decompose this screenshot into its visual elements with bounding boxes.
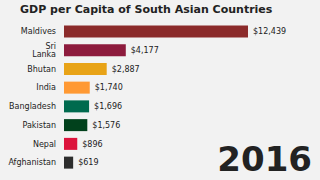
svg-text:$4,177: $4,177: [131, 46, 159, 55]
svg-text:Afghanistan: Afghanistan: [8, 158, 56, 167]
svg-text:$619: $619: [78, 158, 98, 167]
html-text:2016: 2016: [217, 139, 312, 179]
svg-text:$896: $896: [82, 140, 102, 149]
html-text:GDP per Capita of South Asian: GDP per Capita of South Asian Countries: [20, 3, 273, 16]
svg-text:$1,696: $1,696: [94, 102, 122, 111]
svg-text:Maldives: Maldives: [21, 27, 56, 36]
svg-text:Nepal: Nepal: [33, 140, 56, 149]
svg-text:$12,439: $12,439: [253, 27, 286, 36]
svg-text:SriLanka: SriLanka: [32, 42, 56, 59]
svg-text:India: India: [36, 83, 56, 92]
svg-text:Pakistan: Pakistan: [23, 121, 57, 130]
svg-text:$2,887: $2,887: [112, 65, 140, 74]
svg-text:$1,740: $1,740: [95, 83, 123, 92]
svg-text:Bhutan: Bhutan: [27, 65, 56, 74]
svg-text:$1,576: $1,576: [92, 121, 120, 130]
svg-text:Bangladesh: Bangladesh: [9, 102, 56, 111]
